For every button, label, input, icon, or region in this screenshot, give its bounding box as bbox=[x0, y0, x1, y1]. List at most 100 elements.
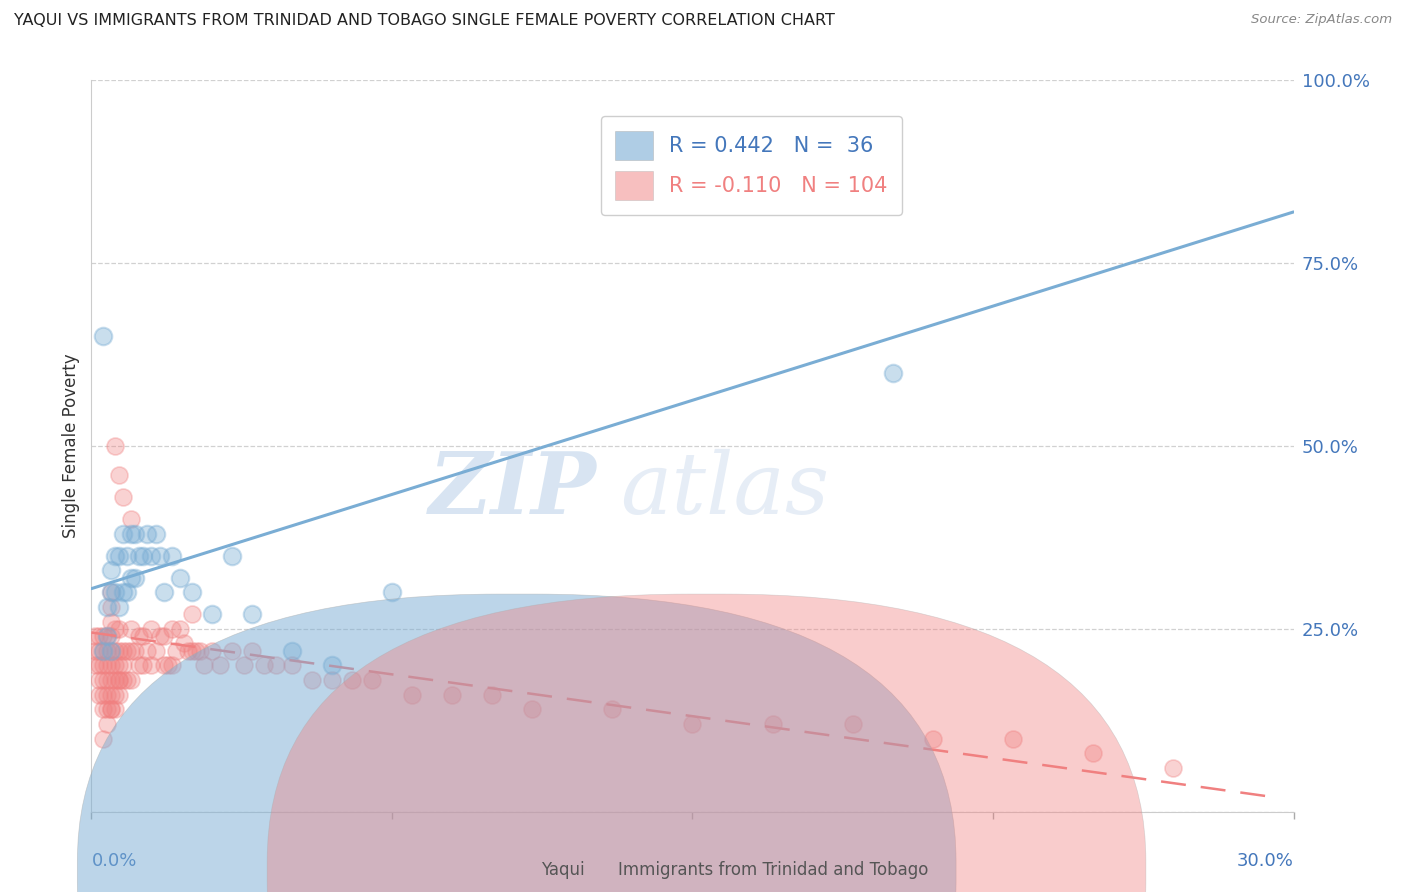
Point bbox=[121, 622, 143, 636]
Point bbox=[360, 673, 382, 687]
Point bbox=[152, 585, 174, 599]
Point bbox=[100, 688, 122, 702]
Point bbox=[208, 658, 231, 673]
Point bbox=[104, 622, 127, 636]
Point bbox=[121, 512, 143, 526]
Point bbox=[160, 549, 183, 563]
Point bbox=[93, 702, 115, 716]
Point bbox=[100, 658, 122, 673]
Point bbox=[100, 599, 122, 614]
Point bbox=[132, 658, 155, 673]
Point bbox=[145, 644, 167, 658]
Point bbox=[160, 622, 183, 636]
Text: 0.0%: 0.0% bbox=[91, 852, 136, 870]
Point bbox=[84, 658, 107, 673]
Text: atlas: atlas bbox=[620, 449, 830, 532]
Point bbox=[321, 673, 343, 687]
Point bbox=[602, 702, 624, 716]
Point bbox=[152, 629, 174, 643]
Point bbox=[922, 731, 945, 746]
Point bbox=[93, 644, 115, 658]
Point bbox=[112, 673, 135, 687]
Point bbox=[108, 599, 131, 614]
Point bbox=[762, 717, 785, 731]
Point bbox=[108, 688, 131, 702]
Point bbox=[89, 673, 111, 687]
Legend: R = 0.442   N =  36, R = -0.110   N = 104: R = 0.442 N = 36, R = -0.110 N = 104 bbox=[600, 116, 903, 215]
Point bbox=[89, 644, 111, 658]
Text: 30.0%: 30.0% bbox=[1237, 852, 1294, 870]
Point bbox=[100, 585, 122, 599]
Text: Yaqui: Yaqui bbox=[540, 861, 585, 879]
Point bbox=[96, 629, 118, 643]
Point bbox=[104, 658, 127, 673]
Point bbox=[141, 549, 163, 563]
Point bbox=[108, 549, 131, 563]
Point bbox=[165, 644, 187, 658]
Point bbox=[112, 526, 135, 541]
Point bbox=[132, 549, 155, 563]
Point bbox=[240, 607, 263, 622]
Point bbox=[117, 673, 139, 687]
Point bbox=[180, 644, 202, 658]
Point bbox=[108, 622, 131, 636]
Point bbox=[232, 658, 254, 673]
Point bbox=[132, 629, 155, 643]
Point bbox=[93, 673, 115, 687]
Point bbox=[136, 526, 159, 541]
Point bbox=[121, 571, 143, 585]
Point bbox=[108, 673, 131, 687]
Point bbox=[89, 629, 111, 643]
Point bbox=[104, 644, 127, 658]
Point bbox=[96, 599, 118, 614]
Point bbox=[201, 644, 224, 658]
Point bbox=[96, 658, 118, 673]
Point bbox=[240, 644, 263, 658]
Point bbox=[96, 629, 118, 643]
Point bbox=[882, 366, 904, 380]
Point bbox=[89, 688, 111, 702]
Point bbox=[104, 688, 127, 702]
Point bbox=[148, 629, 170, 643]
Point bbox=[221, 644, 243, 658]
Point bbox=[84, 629, 107, 643]
Text: YAQUI VS IMMIGRANTS FROM TRINIDAD AND TOBAGO SINGLE FEMALE POVERTY CORRELATION C: YAQUI VS IMMIGRANTS FROM TRINIDAD AND TO… bbox=[14, 13, 835, 29]
Point bbox=[522, 702, 544, 716]
Point bbox=[93, 629, 115, 643]
Point bbox=[112, 490, 135, 504]
Point bbox=[89, 658, 111, 673]
Point bbox=[96, 644, 118, 658]
Point bbox=[117, 585, 139, 599]
Point bbox=[100, 585, 122, 599]
Point bbox=[124, 526, 146, 541]
Point bbox=[112, 644, 135, 658]
Point bbox=[104, 585, 127, 599]
Point bbox=[141, 658, 163, 673]
Point bbox=[93, 731, 115, 746]
Text: Source: ZipAtlas.com: Source: ZipAtlas.com bbox=[1251, 13, 1392, 27]
Point bbox=[281, 658, 304, 673]
Point bbox=[184, 644, 207, 658]
Point bbox=[96, 717, 118, 731]
Point bbox=[96, 688, 118, 702]
Text: Immigrants from Trinidad and Tobago: Immigrants from Trinidad and Tobago bbox=[619, 861, 928, 879]
Point bbox=[253, 658, 276, 673]
Y-axis label: Single Female Poverty: Single Female Poverty bbox=[62, 354, 80, 538]
Point bbox=[112, 585, 135, 599]
Point bbox=[128, 658, 150, 673]
Point bbox=[96, 673, 118, 687]
Point bbox=[1163, 761, 1185, 775]
Point bbox=[180, 585, 202, 599]
Point bbox=[104, 439, 127, 453]
Point bbox=[156, 658, 179, 673]
Point bbox=[401, 688, 423, 702]
Point bbox=[104, 673, 127, 687]
Point bbox=[481, 688, 503, 702]
Point bbox=[108, 673, 131, 687]
Point bbox=[173, 636, 195, 650]
Point bbox=[201, 607, 224, 622]
Point bbox=[145, 526, 167, 541]
Point bbox=[124, 571, 146, 585]
Point bbox=[1001, 731, 1024, 746]
Point bbox=[108, 644, 131, 658]
